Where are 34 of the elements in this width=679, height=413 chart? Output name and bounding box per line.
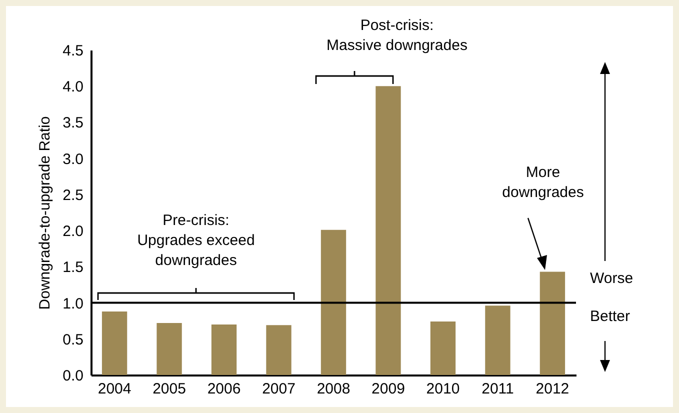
y-axis-title: Downgrade-to-upgrade Ratio: [36, 116, 54, 310]
bar: [540, 272, 566, 375]
y-tick-label: 2.5: [62, 186, 84, 204]
bar: [430, 322, 456, 375]
x-tick-label: 2012: [536, 380, 570, 398]
annotation: Pre-crisis: Upgrades exceed downgrades: [137, 212, 255, 269]
y-tick-label: 2.0: [62, 223, 84, 240]
bar: [156, 323, 182, 375]
bar: [211, 324, 237, 375]
x-tick-label: 2008: [316, 380, 350, 398]
bar: [320, 230, 346, 375]
y-tick-label: 3.5: [62, 114, 84, 132]
x-tick-label: 2004: [98, 380, 132, 398]
text: Worse: [590, 270, 634, 287]
y-tick-label: 1.0: [62, 295, 84, 312]
y-tick-label: 3.0: [62, 150, 84, 168]
annotation: Post-crisis: Massive downgrades: [326, 17, 468, 54]
y-tick-label: 1.5: [62, 259, 84, 276]
x-tick-label: 2006: [207, 380, 241, 398]
x-tick-label: 2010: [426, 380, 460, 398]
text: Better: [590, 308, 630, 325]
y-tick-label: 4.5: [62, 42, 84, 60]
y-tick-label: 0.0: [62, 368, 84, 384]
bar: [266, 325, 292, 375]
annotation: More downgrades: [502, 164, 584, 201]
bar: [102, 311, 128, 375]
x-tick-label: 2009: [372, 380, 405, 398]
x-tick-label: 2007: [262, 380, 296, 398]
x-tick-label: 2011: [482, 380, 514, 398]
bar: [376, 86, 401, 375]
y-tick-label: 4.0: [62, 78, 84, 96]
bar: [485, 306, 510, 375]
y-tick-label: 0.5: [62, 331, 84, 348]
x-tick-label: 2005: [152, 380, 186, 398]
